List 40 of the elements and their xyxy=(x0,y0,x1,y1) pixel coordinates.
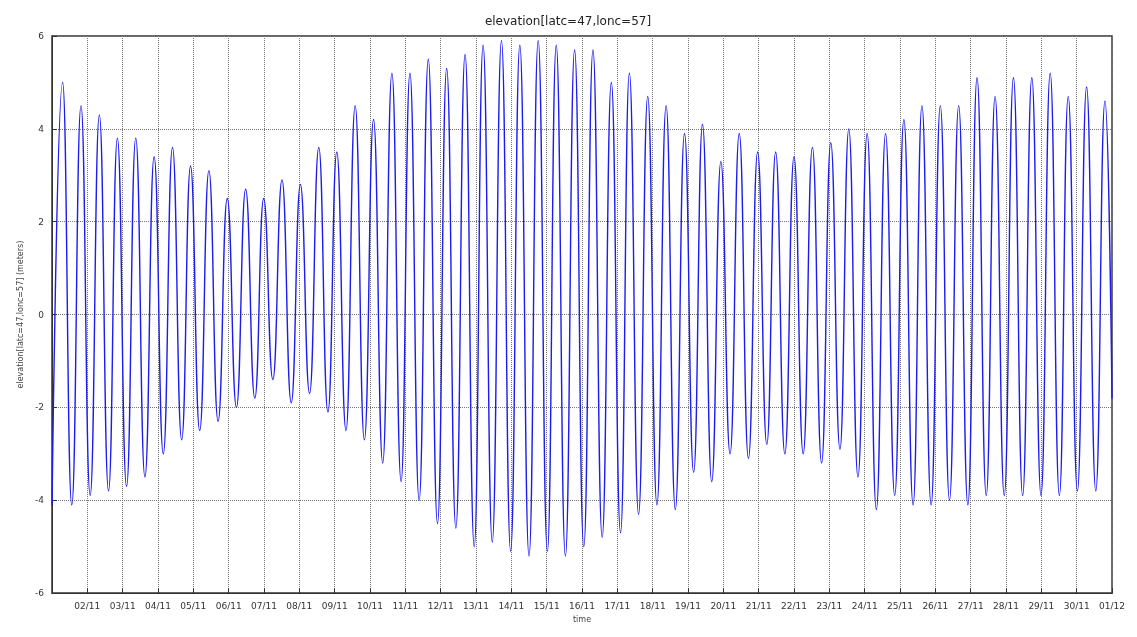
x-tick-label: 03/11 xyxy=(109,600,136,611)
chart-title: elevation[latc=47,lonc=57] xyxy=(484,14,652,28)
x-tick-label: 14/11 xyxy=(498,600,525,611)
x-tick-label: 01/12 xyxy=(1099,600,1125,611)
x-tick-label: 23/11 xyxy=(816,600,843,611)
x-tick-label: 19/11 xyxy=(675,600,701,611)
x-tick-label: 12/11 xyxy=(427,600,454,611)
x-tick-label: 28/11 xyxy=(993,600,1019,611)
x-tick-label: 18/11 xyxy=(639,600,666,611)
x-tick-label: 13/11 xyxy=(463,600,489,611)
x-tick-label: 29/11 xyxy=(1028,600,1055,611)
x-axis-title: time xyxy=(572,614,592,624)
y-tick-label: 6 xyxy=(38,31,45,41)
x-tick-label: 20/11 xyxy=(710,600,737,611)
x-tick-label: 17/11 xyxy=(604,600,631,611)
x-tick-label: 16/11 xyxy=(569,600,595,611)
y-tick-label: -2 xyxy=(35,402,44,413)
x-tick-label: 09/11 xyxy=(321,600,348,611)
x-tick-label: 21/11 xyxy=(745,600,772,611)
y-axis-title: elevation[latc=47,lonc=57] (meters) xyxy=(15,240,25,389)
x-tick-label: 06/11 xyxy=(215,600,242,611)
y-tick-label: 2 xyxy=(38,216,44,227)
x-tick-label: 30/11 xyxy=(1063,600,1090,611)
x-tick-label: 02/11 xyxy=(74,600,101,611)
x-tick-label: 04/11 xyxy=(145,600,171,611)
y-tick-label: 4 xyxy=(38,123,45,134)
x-tick-label: 24/11 xyxy=(851,600,878,611)
y-tick-label: -6 xyxy=(35,588,45,599)
x-tick-label: 27/11 xyxy=(957,600,984,611)
x-tick-label: 22/11 xyxy=(781,600,807,611)
x-tick-label: 11/11 xyxy=(392,600,419,611)
x-tick-label: 25/11 xyxy=(887,600,913,611)
x-tick-label: 26/11 xyxy=(922,600,949,611)
x-tick-label: 15/11 xyxy=(533,600,560,611)
y-tick-label: 0 xyxy=(38,309,45,320)
x-tick-label: 05/11 xyxy=(180,600,207,611)
x-tick-label: 07/11 xyxy=(251,600,277,611)
x-tick-label: 08/11 xyxy=(286,600,313,611)
y-tick-label: -4 xyxy=(35,495,45,506)
x-tick-label: 10/11 xyxy=(357,600,383,611)
